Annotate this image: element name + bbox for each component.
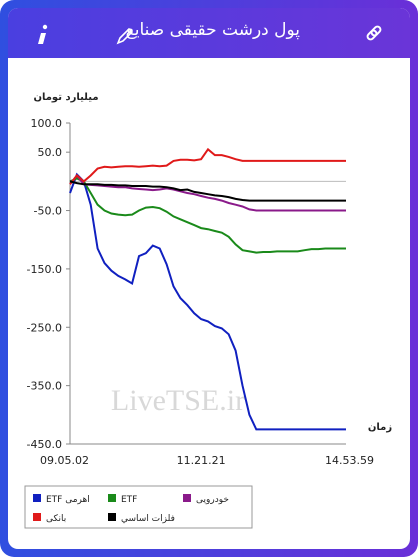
edit-icon[interactable] <box>116 27 134 45</box>
info-icon[interactable] <box>38 24 48 44</box>
x-tick-label: 14.53.59 <box>325 454 374 467</box>
card: پول درشت حقیقی صنایع میلیارد تومان زمان … <box>8 8 410 549</box>
x-tick-label: 09.05.02 <box>40 454 89 467</box>
x-tick-label: 11.21.21 <box>177 454 226 467</box>
legend-label: خودرویی <box>196 495 229 505</box>
series-line <box>69 147 346 185</box>
series-line <box>69 173 346 212</box>
header-title: پول درشت حقیقی صنایع <box>125 20 300 40</box>
chart: میلیارد تومان زمان LiveTSE.ir 100.0 50.0 -… <box>24 92 392 529</box>
legend-swatch <box>33 494 41 502</box>
link-icon[interactable] <box>366 25 382 41</box>
legend-swatch <box>183 494 191 502</box>
y-tick-label: -250.0 <box>27 321 62 334</box>
legend-label: ETF اهرمی <box>46 495 90 505</box>
y-axis-label: میلیارد تومان <box>33 92 98 103</box>
series-line <box>69 180 346 202</box>
series-line <box>69 177 346 254</box>
legend-label: فلزات اساسي <box>121 514 175 524</box>
y-tick-label: 100.0 <box>31 117 63 130</box>
watermark: LiveTSE.ir <box>111 384 245 417</box>
header: پول درشت حقیقی صنایع <box>8 8 410 58</box>
legend-label: بانکی <box>46 514 66 524</box>
y-tick-label: -350.0 <box>27 380 62 393</box>
y-tick-label: -450.0 <box>27 438 62 451</box>
header-icons <box>38 24 382 45</box>
legend-box <box>24 485 253 529</box>
y-tick-label: -150.0 <box>27 263 62 276</box>
series-line <box>69 172 346 431</box>
legend-swatch <box>108 513 116 521</box>
legend-label: ETF <box>121 495 137 505</box>
y-tick-label: -50.0 <box>34 205 62 218</box>
x-axis-label: زمان <box>368 422 392 433</box>
legend-swatch <box>33 513 41 521</box>
y-tick-label: 50.0 <box>38 146 63 159</box>
legend-swatch <box>108 494 116 502</box>
